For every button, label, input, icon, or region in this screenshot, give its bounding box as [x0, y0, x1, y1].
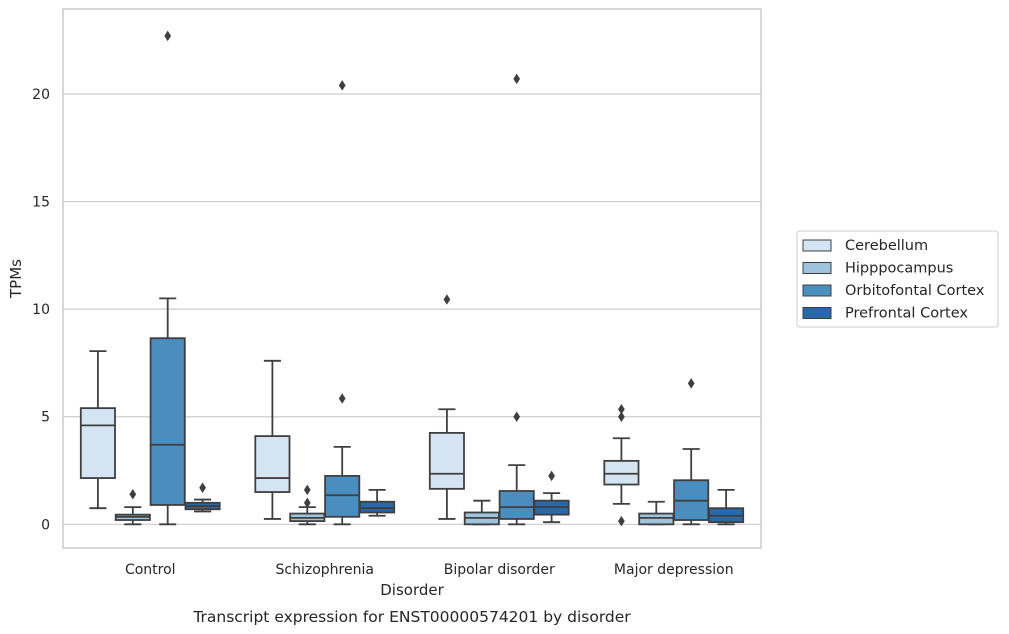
outlier-point: [618, 411, 625, 422]
box-control-prefrontal-cortex: [184, 482, 221, 513]
box-iqr: [254, 435, 291, 493]
box-major-depression-prefrontal-cortex: [708, 489, 745, 526]
outlier-point: [338, 393, 346, 404]
y-tick-label-5: 5: [41, 410, 50, 426]
box-bipolar-disorder-orbitofontal-cortex: [498, 73, 535, 526]
box-iqr: [428, 431, 465, 490]
outlier-point: [618, 515, 625, 527]
outlier-point: [199, 482, 206, 494]
legend-swatch: [802, 262, 832, 274]
outlier-point: [338, 80, 346, 91]
legend-item-hipppocampus: Hipppocampus: [802, 261, 953, 277]
box-bipolar-disorder-prefrontal-cortex: [533, 470, 570, 524]
box-iqr: [603, 459, 640, 486]
legend-frame: [796, 230, 999, 328]
box-schizophrenia-hipppocampus: [289, 484, 326, 526]
x-tick-label-bipolar-disorder: Bipolar disorder: [444, 562, 555, 578]
box-major-depression-cerebellum: [603, 403, 640, 527]
box-control-hipppocampus: [114, 488, 151, 526]
box-bipolar-disorder-cerebellum: [428, 294, 465, 520]
y-axis-title: TPMs: [7, 259, 25, 299]
chart-caption: Transcript expression for ENST0000057420…: [192, 608, 631, 626]
y-tick-labels: 0 5 10 15 20: [32, 87, 50, 533]
box-control-cerebellum: [79, 350, 116, 510]
legend-swatch: [802, 307, 832, 319]
outlier-point: [513, 411, 521, 422]
outlier-point: [303, 497, 311, 509]
y-tick-label-0: 0: [41, 517, 50, 533]
legend-label: Orbitofontal Cortex: [845, 283, 985, 299]
legend: Cerebellum Hipppocampus Orbitofontal Corte…: [796, 230, 999, 328]
legend-swatch: [802, 284, 832, 297]
legend-item-prefrontal-cortex: Prefrontal Cortex: [802, 306, 968, 322]
box-marks: [79, 30, 745, 527]
legend-item-cerebellum: Cerebellum: [802, 238, 928, 254]
box-bipolar-disorder-hipppocampus: [463, 499, 500, 526]
outlier-point: [303, 484, 311, 496]
box-iqr: [359, 500, 396, 514]
box-major-depression-hipppocampus: [638, 500, 675, 526]
x-axis-title: Disorder: [380, 581, 444, 599]
x-tick-label-schizophrenia: Schizophrenia: [276, 562, 374, 578]
outlier-point: [618, 403, 625, 415]
outlier-point: [443, 294, 451, 305]
outlier-point: [548, 470, 555, 482]
legend-label: Cerebellum: [845, 238, 928, 254]
outlier-point: [513, 73, 521, 85]
box-schizophrenia-prefrontal-cortex: [359, 489, 396, 517]
box-iqr: [324, 475, 361, 518]
x-tick-labels: Control Schizophrenia Bipolar disorder Majo…: [125, 562, 734, 578]
outlier-point: [164, 30, 172, 42]
box-iqr: [149, 337, 186, 506]
box-major-depression-orbitofontal-cortex: [673, 378, 710, 526]
box-control-orbitofontal-cortex: [149, 30, 186, 526]
box-iqr: [498, 490, 535, 520]
outlier-point: [129, 488, 137, 500]
legend-item-orbitofontal-cortex: Orbitofontal Cortex: [802, 283, 985, 299]
legend-label: Prefrontal Cortex: [845, 306, 968, 322]
legend-label: Hipppocampus: [845, 261, 953, 277]
x-tick-label-control: Control: [125, 562, 176, 578]
box-iqr: [638, 512, 675, 526]
plot-area-frame: [62, 8, 762, 549]
y-tick-label-15: 15: [32, 195, 50, 211]
x-tick-label-major-depression: Major depression: [614, 562, 734, 578]
legend-swatch: [802, 239, 832, 252]
outlier-point: [687, 378, 695, 389]
y-tick-label-20: 20: [32, 87, 50, 103]
box-schizophrenia-cerebellum: [254, 359, 291, 520]
box-iqr: [79, 407, 116, 479]
y-tick-label-10: 10: [32, 302, 50, 318]
box-schizophrenia-orbitofontal-cortex: [324, 80, 361, 526]
